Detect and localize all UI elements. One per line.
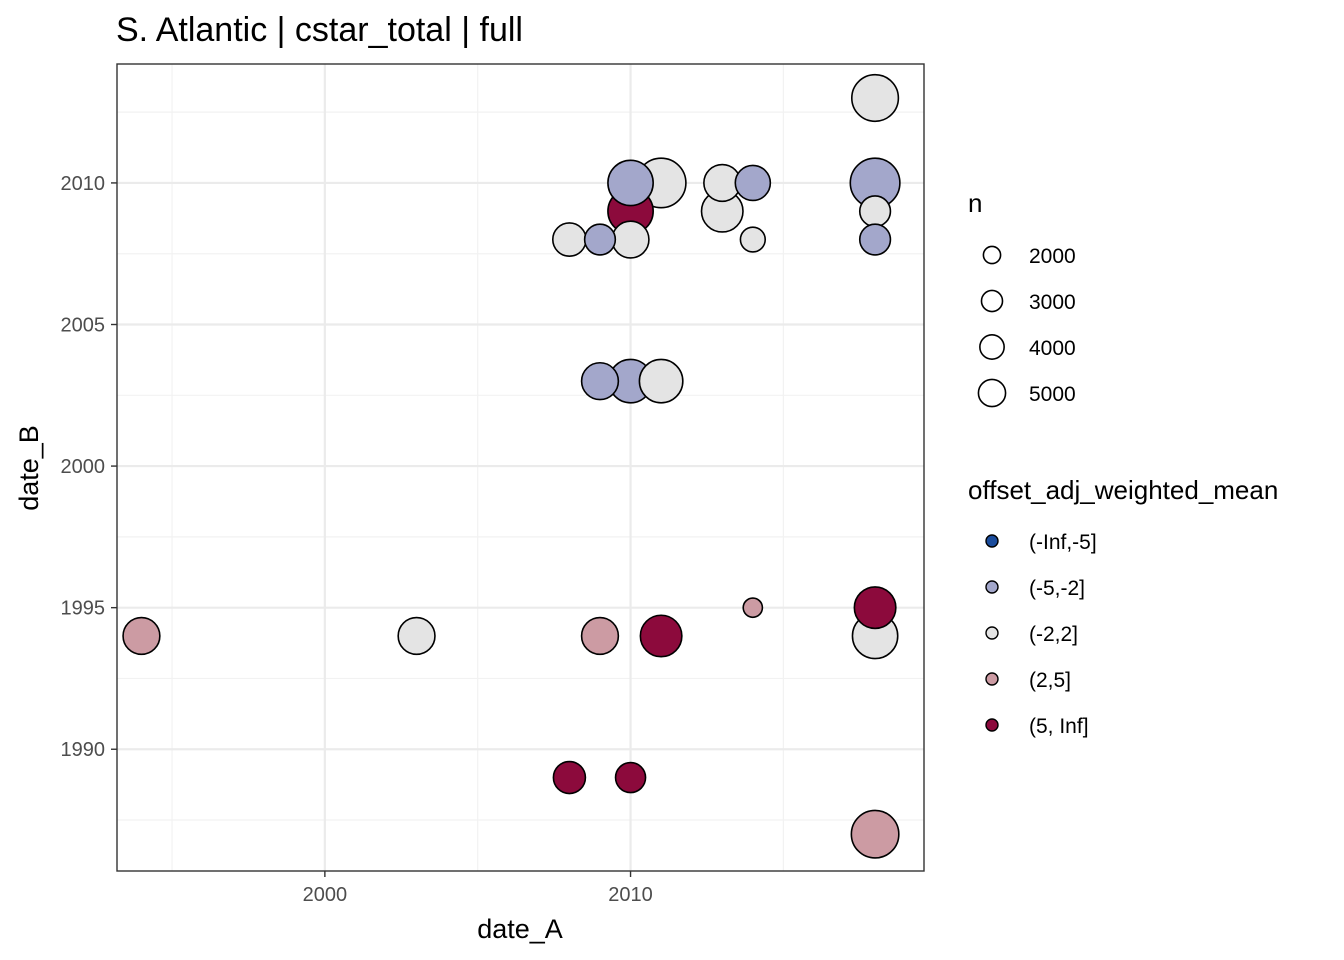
color-legend-key <box>985 580 999 594</box>
data-point <box>850 809 900 859</box>
data-point <box>734 164 772 202</box>
y-tick-label: 1995 <box>61 598 106 620</box>
plot-panel <box>117 64 924 871</box>
size-legend-key <box>980 289 1004 313</box>
data-point <box>583 223 617 256</box>
grid-lines <box>117 64 924 871</box>
y-tick-label: 2010 <box>61 173 106 195</box>
data-point <box>858 195 892 228</box>
color-legend-title: offset_adj_weighted_mean <box>968 475 1278 505</box>
size-legend-key <box>982 245 1002 265</box>
size-legend-key <box>979 334 1005 360</box>
color-legend-key <box>985 626 999 640</box>
color-legend-key <box>985 534 999 548</box>
data-point <box>397 616 436 656</box>
data-point <box>580 361 620 401</box>
color-legend-label: (-Inf,-5] <box>1029 531 1097 554</box>
data-point <box>552 760 587 795</box>
data-point <box>638 358 684 404</box>
data-point <box>607 159 654 207</box>
y-axis-ticks: 1990 1995 2000 2005 2010 <box>61 173 117 761</box>
x-tick-label: 2010 <box>608 884 653 906</box>
size-legend-label: 2000 <box>1029 245 1076 268</box>
data-point <box>551 222 587 257</box>
size-legend-label: 4000 <box>1029 337 1076 360</box>
data-point <box>580 616 620 656</box>
data-point <box>858 223 892 256</box>
data-point <box>614 761 647 794</box>
data-points <box>122 73 901 859</box>
y-tick-label: 2000 <box>61 456 106 478</box>
data-point <box>850 73 900 123</box>
y-tick-label: 1990 <box>61 739 106 761</box>
y-axis-title: date_B <box>14 425 44 511</box>
color-legend-key <box>985 718 999 732</box>
data-point <box>611 220 650 259</box>
color-legend-label: (-5,-2] <box>1029 577 1085 600</box>
size-legend: 2000 3000 4000 5000 <box>977 245 1076 408</box>
size-legend-label: 5000 <box>1029 383 1076 406</box>
color-legend-key <box>985 672 999 686</box>
color-legend-label: (-2,2] <box>1029 623 1078 646</box>
plot-background <box>117 64 924 871</box>
data-point <box>639 614 683 658</box>
plot-border <box>116 63 925 872</box>
data-point <box>742 597 764 619</box>
x-tick-label: 2000 <box>303 884 348 906</box>
chart-title: S. Atlantic | cstar_total | full <box>116 11 523 49</box>
size-legend-title: n <box>968 188 982 218</box>
data-point <box>739 226 767 253</box>
data-point <box>853 586 897 630</box>
size-legend-key <box>977 378 1007 408</box>
x-axis-ticks: 2000 2010 <box>303 871 653 906</box>
data-point <box>122 616 161 656</box>
color-legend-label: (5, Inf] <box>1029 715 1089 738</box>
size-legend-label: 3000 <box>1029 291 1076 314</box>
color-legend: (-Inf,-5] (-5,-2] (-2,2] (2,5] (5, Inf] <box>985 531 1097 738</box>
color-legend-label: (2,5] <box>1029 669 1071 692</box>
y-tick-label: 2005 <box>61 315 106 337</box>
x-axis-title: date_A <box>477 914 563 944</box>
